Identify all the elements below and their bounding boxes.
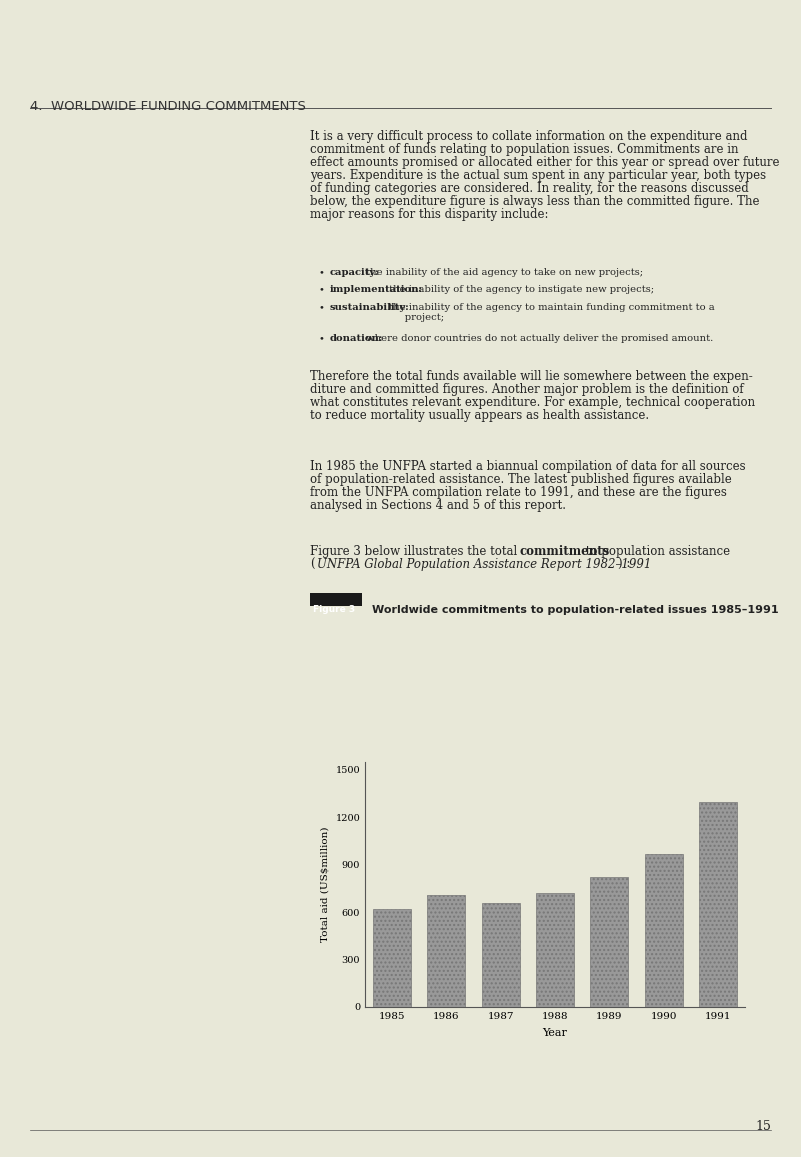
Text: donation:: donation: (330, 334, 384, 342)
Text: below, the expenditure figure is always less than the committed figure. The: below, the expenditure figure is always … (310, 196, 759, 208)
Text: ) :: ) : (618, 558, 630, 572)
Text: In 1985 the UNFPA started a biannual compilation of data for all sources: In 1985 the UNFPA started a biannual com… (310, 460, 746, 473)
Text: the inability of the aid agency to take on new projects;: the inability of the aid agency to take … (364, 268, 644, 277)
Text: the inability of the agency to instigate new projects;: the inability of the agency to instigate… (386, 286, 654, 295)
Bar (590, 877, 628, 1007)
Text: Therefore the total funds available will lie somewhere between the expen-: Therefore the total funds available will… (310, 370, 753, 383)
Text: to reduce mortality usually appears as health assistance.: to reduce mortality usually appears as h… (310, 410, 649, 422)
Text: •: • (318, 334, 324, 342)
Text: diture and committed figures. Another major problem is the definition of: diture and committed figures. Another ma… (310, 383, 743, 396)
FancyBboxPatch shape (310, 594, 362, 606)
Text: years. Expenditure is the actual sum spent in any particular year, both types: years. Expenditure is the actual sum spe… (310, 169, 766, 182)
Text: capacity:: capacity: (330, 268, 380, 277)
Text: analysed in Sections 4 and 5 of this report.: analysed in Sections 4 and 5 of this rep… (310, 499, 566, 513)
Text: commitments: commitments (519, 545, 610, 558)
Y-axis label: Total aid (US$million): Total aid (US$million) (321, 827, 330, 942)
Text: Figure 3 below illustrates the total: Figure 3 below illustrates the total (310, 545, 521, 558)
Text: 4.  WORLDWIDE FUNDING COMMITMENTS: 4. WORLDWIDE FUNDING COMMITMENTS (30, 100, 306, 113)
Text: •: • (318, 303, 324, 312)
Text: UNFPA Global Population Assistance Report 1982–1991: UNFPA Global Population Assistance Repor… (317, 558, 651, 572)
Text: 15: 15 (755, 1120, 771, 1133)
Text: commitment of funds relating to population issues. Commitments are in: commitment of funds relating to populati… (310, 143, 739, 156)
Text: major reasons for this disparity include:: major reasons for this disparity include… (310, 208, 549, 221)
Bar (481, 902, 520, 1007)
Text: (: ( (310, 558, 315, 572)
Text: to population assistance: to population assistance (582, 545, 731, 558)
Text: Worldwide commitments to population-related issues 1985–1991: Worldwide commitments to population-rela… (372, 605, 779, 616)
Bar (428, 894, 465, 1007)
Text: •: • (318, 286, 324, 295)
Text: sustainability:: sustainability: (330, 303, 410, 312)
Text: effect amounts promised or allocated either for this year or spread over future: effect amounts promised or allocated eit… (310, 156, 779, 169)
Bar (698, 802, 737, 1007)
Text: what constitutes relevant expenditure. For example, technical cooperation: what constitutes relevant expenditure. F… (310, 396, 755, 410)
Text: the inability of the agency to maintain funding commitment to a
      project;: the inability of the agency to maintain … (386, 303, 714, 323)
Text: from the UNFPA compilation relate to 1991, and these are the figures: from the UNFPA compilation relate to 199… (310, 486, 727, 499)
Text: implementation:: implementation: (330, 286, 423, 295)
Text: It is a very difficult process to collate information on the expenditure and: It is a very difficult process to collat… (310, 130, 747, 143)
Text: Figure 3: Figure 3 (313, 605, 355, 614)
Text: where donor countries do not actually deliver the promised amount.: where donor countries do not actually de… (364, 334, 714, 342)
Bar (536, 893, 574, 1007)
Text: of population-related assistance. The latest published figures available: of population-related assistance. The la… (310, 473, 732, 486)
Text: of funding categories are considered. In reality, for the reasons discussed: of funding categories are considered. In… (310, 182, 749, 196)
Bar (645, 854, 682, 1007)
X-axis label: Year: Year (542, 1027, 567, 1038)
Text: •: • (318, 268, 324, 277)
Bar (373, 909, 411, 1007)
